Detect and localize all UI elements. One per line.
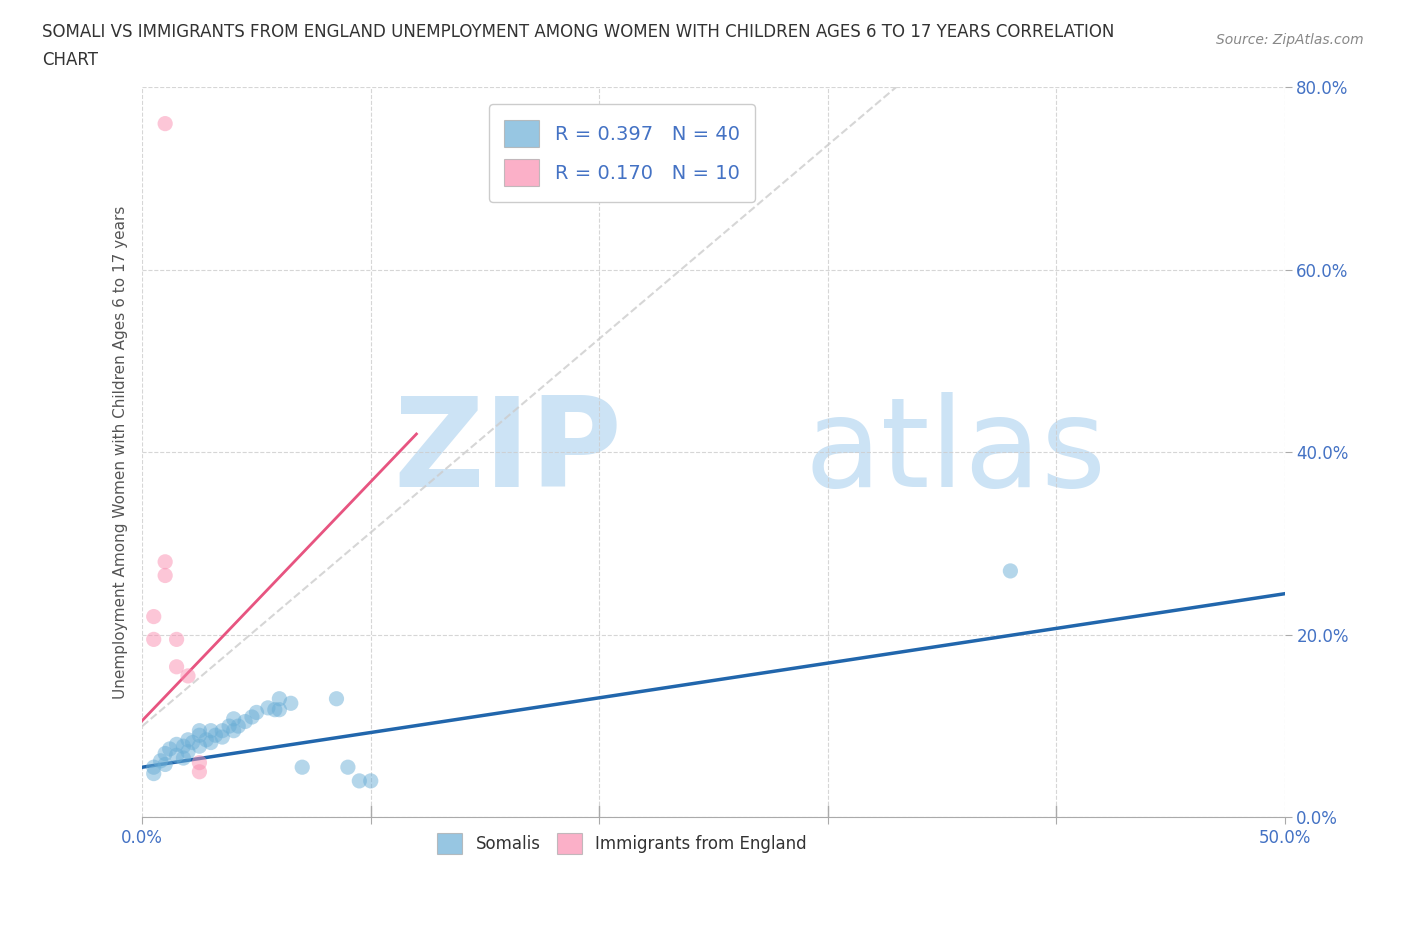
Point [211, 724, 233, 738]
Point [172, 751, 194, 765]
Point [181, 735, 204, 750]
Point [218, 719, 240, 734]
Point [269, 702, 291, 717]
Point [188, 728, 211, 743]
Point [226, 719, 249, 734]
Point [188, 755, 211, 770]
Point [222, 711, 245, 726]
Point [153, 116, 176, 131]
Point [142, 632, 165, 647]
Point [166, 748, 188, 763]
Point [222, 724, 245, 738]
Point [142, 609, 165, 624]
Point [142, 766, 165, 781]
Point [188, 724, 211, 738]
Point [166, 659, 188, 674]
Point [142, 760, 165, 775]
Point [188, 764, 211, 779]
Point [325, 691, 347, 706]
Point [269, 691, 291, 706]
Point [153, 746, 176, 761]
Text: atlas: atlas [804, 392, 1107, 512]
Point [200, 724, 222, 738]
Point [349, 774, 371, 789]
Point [153, 554, 176, 569]
Point [177, 732, 200, 747]
Point [240, 710, 263, 724]
Text: CHART: CHART [42, 51, 98, 69]
Point [159, 741, 181, 756]
Point [1000, 564, 1022, 578]
Text: ZIP: ZIP [394, 392, 621, 512]
Point [245, 705, 267, 720]
Point [263, 702, 285, 717]
Legend: Somalis, Immigrants from England: Somalis, Immigrants from England [430, 827, 814, 860]
Point [177, 744, 200, 759]
Point [172, 738, 194, 753]
Point [280, 696, 302, 711]
Point [336, 760, 359, 775]
Point [257, 700, 280, 715]
Point [200, 735, 222, 750]
Point [211, 730, 233, 745]
Text: SOMALI VS IMMIGRANTS FROM ENGLAND UNEMPLOYMENT AMONG WOMEN WITH CHILDREN AGES 6 : SOMALI VS IMMIGRANTS FROM ENGLAND UNEMPL… [42, 23, 1115, 41]
Point [360, 774, 382, 789]
Point [153, 757, 176, 772]
Point [204, 728, 226, 743]
Point [166, 737, 188, 751]
Point [195, 732, 218, 747]
Point [149, 753, 172, 768]
Point [188, 738, 211, 753]
Point [233, 714, 256, 729]
Text: Source: ZipAtlas.com: Source: ZipAtlas.com [1216, 33, 1364, 46]
Point [291, 760, 314, 775]
Point [153, 568, 176, 583]
Y-axis label: Unemployment Among Women with Children Ages 6 to 17 years: Unemployment Among Women with Children A… [114, 206, 128, 699]
Point [166, 632, 188, 647]
Point [177, 669, 200, 684]
